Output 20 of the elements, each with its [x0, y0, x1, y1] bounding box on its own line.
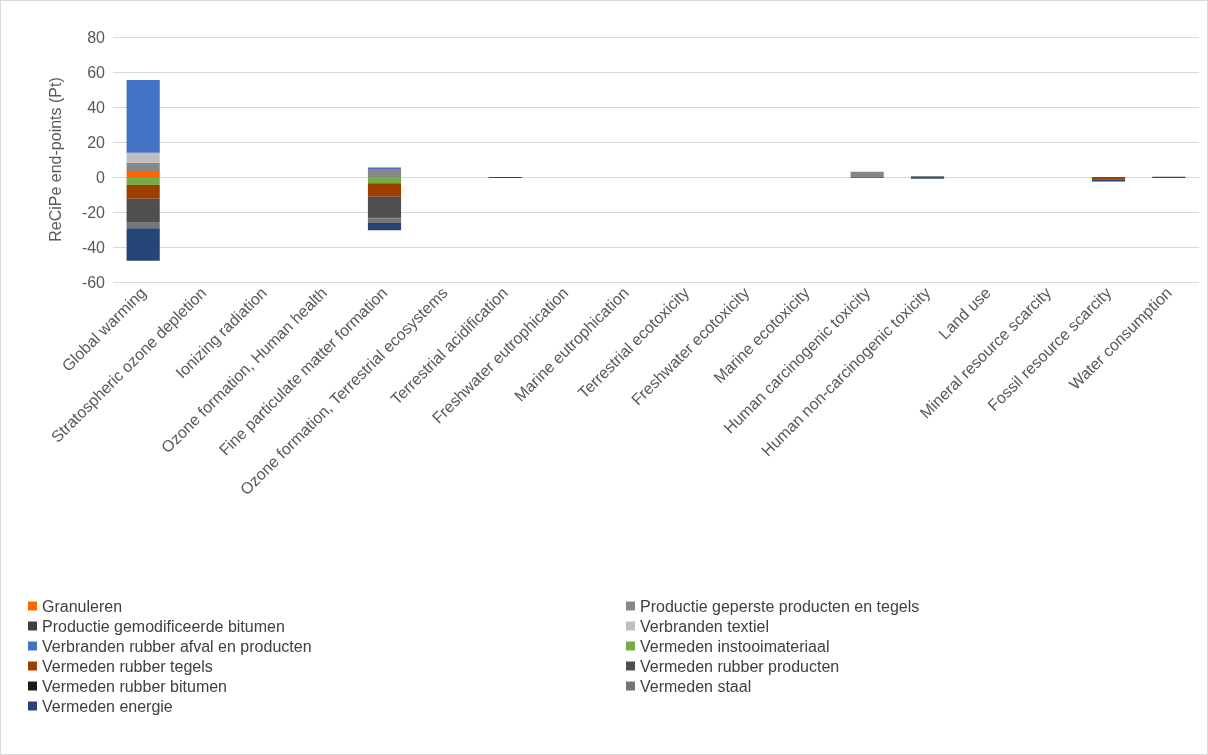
legend-label: Verbranden rubber afval en producten — [42, 637, 312, 655]
legend-label: Productie gemodificeerde bitumen — [42, 617, 285, 635]
legend-label: Vermeden rubber producten — [640, 657, 840, 675]
legend-label: Vermeden energie — [42, 697, 173, 715]
legend-label: Vermeden staal — [640, 677, 752, 695]
y-axis-title: ReCiPe end-points (Pt) — [46, 77, 64, 242]
y-tick-label: 40 — [87, 98, 106, 116]
legend-label: Granuleren — [42, 597, 123, 615]
y-tick-label: 20 — [87, 133, 106, 151]
y-tick-label: -40 — [81, 238, 106, 256]
legend-label: Verbranden textiel — [640, 617, 769, 635]
y-tick-label: -60 — [81, 273, 106, 291]
y-tick-label: -20 — [81, 203, 106, 221]
legend-label: Vermeden rubber tegels — [42, 657, 213, 675]
y-tick-label: 80 — [87, 28, 106, 46]
legend-label: Vermeden instooimateriaal — [640, 637, 830, 655]
y-tick-label: 0 — [96, 168, 106, 186]
legend-label: Vermeden rubber bitumen — [42, 677, 227, 695]
y-tick-label: 60 — [87, 63, 106, 81]
legend-label: Productie geperste producten en tegels — [640, 597, 920, 615]
